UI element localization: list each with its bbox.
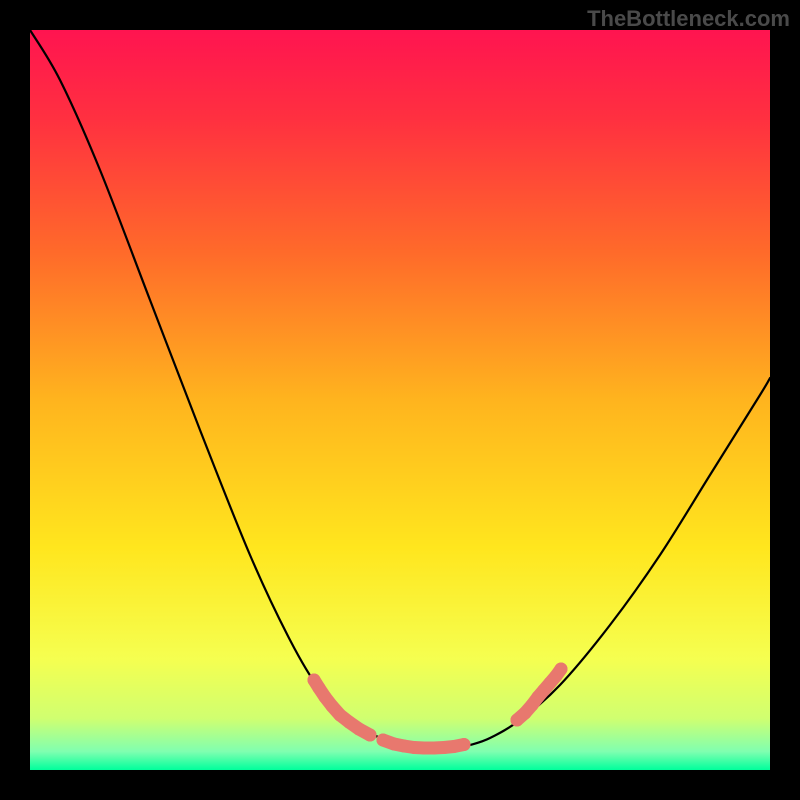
chart-plot-area	[30, 30, 770, 770]
bottleneck-chart	[0, 0, 800, 800]
markers-right-marker	[555, 663, 568, 676]
watermark-text: TheBottleneck.com	[587, 6, 790, 32]
markers-left-marker	[353, 723, 366, 736]
markers-bottom-marker	[458, 738, 471, 751]
markers-left-marker	[364, 729, 377, 742]
